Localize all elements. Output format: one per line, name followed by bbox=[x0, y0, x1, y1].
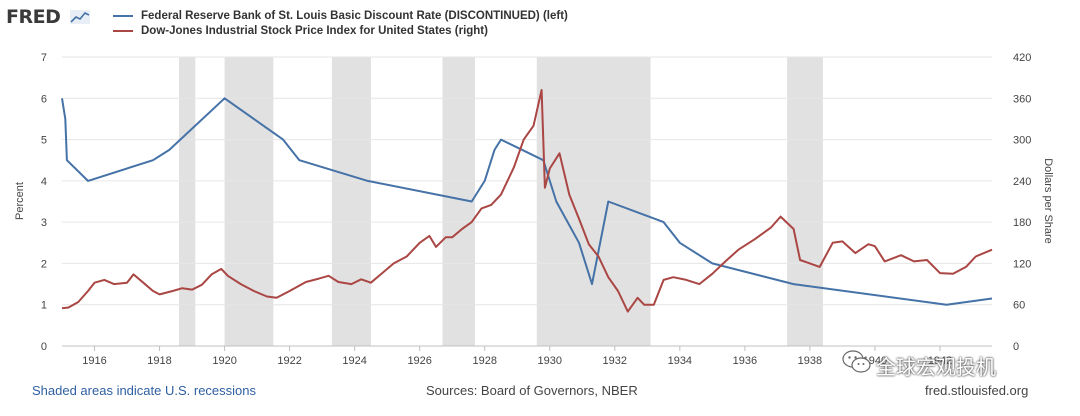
fred-logo-text: FRED bbox=[6, 6, 61, 28]
x-tick-label: 1916 bbox=[82, 355, 106, 367]
x-tick-label: 1936 bbox=[733, 355, 757, 367]
line-chart-icon bbox=[69, 10, 90, 24]
recession-note-link[interactable]: Shaded areas indicate U.S. recessions bbox=[32, 383, 257, 398]
recession-band bbox=[224, 57, 274, 346]
y-right-tick-label: 60 bbox=[1013, 300, 1025, 312]
x-tick-label: 1938 bbox=[798, 355, 822, 367]
y-right-tick-label: 0 bbox=[1013, 341, 1019, 353]
y-right-tick-label: 360 bbox=[1013, 93, 1031, 105]
y-right-tick-label: 180 bbox=[1013, 217, 1031, 229]
fred-logo[interactable]: FRED bbox=[6, 6, 90, 28]
legend-item-dow-jones[interactable]: Dow-Jones Industrial Stock Price Index f… bbox=[113, 23, 568, 38]
series bbox=[61, 89, 993, 313]
y-left-tick-label: 3 bbox=[41, 217, 47, 229]
x-tick-label: 1934 bbox=[668, 355, 692, 367]
legend-swatch-discount-rate bbox=[113, 14, 133, 17]
x-tick-label: 1928 bbox=[472, 355, 496, 367]
y-right-tick-label: 420 bbox=[1013, 52, 1031, 64]
legend-label-dow-jones: Dow-Jones Industrial Stock Price Index f… bbox=[141, 24, 488, 37]
legend-swatch-dow-jones bbox=[113, 29, 133, 32]
y-axis-right-label: Dollars per Share bbox=[1042, 158, 1054, 244]
wechat-icon bbox=[842, 350, 871, 373]
x-tick-label: 1920 bbox=[212, 355, 236, 367]
y-left-tick-label: 4 bbox=[41, 176, 47, 188]
y-left-tick-label: 7 bbox=[41, 52, 47, 64]
recession-band bbox=[787, 57, 823, 346]
y-left-tick-label: 0 bbox=[41, 341, 47, 353]
y-right-tick-label: 300 bbox=[1013, 135, 1031, 147]
site-link[interactable]: fred.stlouisfed.org bbox=[925, 383, 1029, 398]
x-tick-label: 1942 bbox=[928, 355, 952, 367]
x-tick-label: 1922 bbox=[277, 355, 301, 367]
y-left-tick-label: 1 bbox=[41, 300, 47, 312]
y-left-tick-label: 6 bbox=[41, 93, 47, 105]
legend: Federal Reserve Bank of St. Louis Basic … bbox=[113, 8, 568, 38]
series-line-dow-jones[interactable] bbox=[61, 89, 993, 313]
x-tick-label: 1918 bbox=[147, 355, 171, 367]
x-tick-label: 1924 bbox=[342, 355, 366, 367]
y-right-tick-label: 240 bbox=[1013, 176, 1031, 188]
y-axis-left-label: Percent bbox=[14, 182, 26, 220]
recession-band bbox=[179, 57, 196, 346]
gridlines bbox=[62, 56, 992, 347]
sources-text: Sources: Board of Governors, NBER bbox=[426, 383, 638, 398]
watermark-text: 全球宏观投机 bbox=[876, 357, 996, 379]
series-line-discount-rate[interactable] bbox=[61, 97, 993, 306]
x-tick-label: 1932 bbox=[603, 355, 627, 367]
y-right-tick-label: 120 bbox=[1013, 258, 1031, 270]
legend-item-discount-rate[interactable]: Federal Reserve Bank of St. Louis Basic … bbox=[113, 8, 568, 23]
legend-label-discount-rate: Federal Reserve Bank of St. Louis Basic … bbox=[141, 9, 568, 22]
y-left-tick-label: 5 bbox=[41, 135, 47, 147]
x-tick-label: 1926 bbox=[407, 355, 431, 367]
x-tick-label: 1930 bbox=[538, 355, 562, 367]
recession-shading bbox=[179, 57, 823, 346]
recession-band bbox=[331, 57, 371, 346]
y-left-tick-label: 2 bbox=[41, 258, 47, 270]
